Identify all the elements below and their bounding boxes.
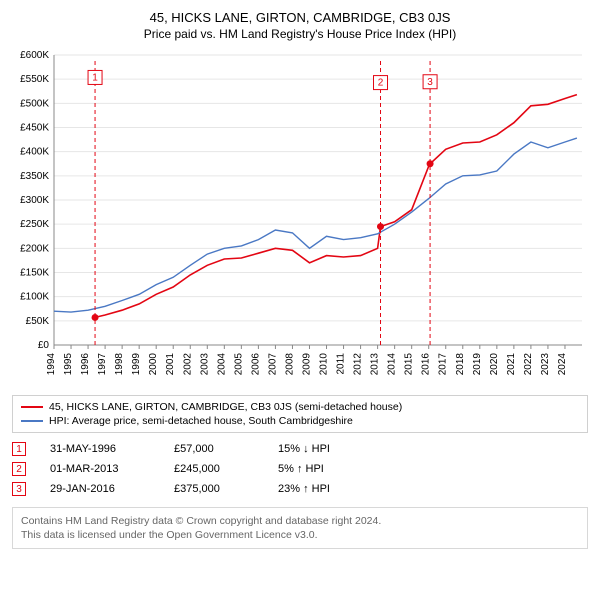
svg-text:1995: 1995 (63, 353, 74, 376)
svg-text:£50K: £50K (26, 316, 50, 327)
event-date: 29-JAN-2016 (50, 483, 150, 495)
marker-dot-2 (377, 223, 384, 230)
legend-label: 45, HICKS LANE, GIRTON, CAMBRIDGE, CB3 0… (49, 401, 402, 413)
svg-text:2024: 2024 (557, 353, 568, 376)
legend-item: 45, HICKS LANE, GIRTON, CAMBRIDGE, CB3 0… (21, 400, 579, 414)
svg-text:£600K: £600K (20, 50, 49, 61)
svg-text:2013: 2013 (370, 353, 381, 376)
marker-dot-1 (92, 314, 99, 321)
svg-text:2002: 2002 (182, 353, 193, 376)
legend-swatch (21, 420, 43, 422)
event-delta: 15% ↓ HPI (278, 443, 378, 455)
svg-text:2021: 2021 (506, 353, 517, 376)
legend-label: HPI: Average price, semi-detached house,… (49, 415, 353, 427)
svg-text:2022: 2022 (523, 353, 534, 376)
event-row: 3 29-JAN-2016 £375,000 23% ↑ HPI (12, 479, 588, 499)
event-table: 1 31-MAY-1996 £57,000 15% ↓ HPI 2 01-MAR-2013… (12, 439, 588, 499)
svg-text:2001: 2001 (165, 353, 176, 376)
attribution-line1: Contains HM Land Registry data © Crown c… (21, 514, 579, 528)
svg-text:2005: 2005 (233, 353, 244, 376)
chart-subtitle: Price paid vs. HM Land Registry's House … (8, 27, 592, 41)
svg-text:£100K: £100K (20, 292, 49, 303)
svg-text:1999: 1999 (131, 353, 142, 376)
svg-text:2019: 2019 (472, 353, 483, 376)
event-marker-2: 2 (12, 462, 26, 476)
svg-text:£500K: £500K (20, 98, 49, 109)
svg-text:2010: 2010 (319, 353, 330, 376)
svg-text:2003: 2003 (199, 353, 210, 376)
legend: 45, HICKS LANE, GIRTON, CAMBRIDGE, CB3 0… (12, 395, 588, 433)
svg-text:£150K: £150K (20, 268, 49, 279)
svg-text:2011: 2011 (336, 353, 347, 375)
legend-swatch (21, 406, 43, 408)
svg-text:£200K: £200K (20, 243, 49, 254)
event-price: £245,000 (174, 463, 254, 475)
svg-text:2009: 2009 (301, 353, 312, 376)
marker-dot-3 (427, 160, 434, 167)
svg-text:2012: 2012 (353, 353, 364, 376)
svg-text:£350K: £350K (20, 171, 49, 182)
svg-text:£250K: £250K (20, 219, 49, 230)
svg-text:£450K: £450K (20, 123, 49, 134)
chart-title: 45, HICKS LANE, GIRTON, CAMBRIDGE, CB3 0… (8, 10, 592, 25)
attribution: Contains HM Land Registry data © Crown c… (12, 507, 588, 549)
svg-text:2014: 2014 (387, 353, 398, 376)
event-delta: 5% ↑ HPI (278, 463, 378, 475)
event-date: 01-MAR-2013 (50, 463, 150, 475)
marker-label-3: 3 (427, 77, 433, 88)
svg-text:2016: 2016 (421, 353, 432, 376)
svg-text:£550K: £550K (20, 74, 49, 85)
svg-text:2007: 2007 (267, 353, 278, 376)
svg-text:2020: 2020 (489, 353, 500, 376)
svg-text:1994: 1994 (46, 353, 57, 376)
event-date: 31-MAY-1996 (50, 443, 150, 455)
event-price: £57,000 (174, 443, 254, 455)
svg-text:£400K: £400K (20, 147, 49, 158)
chart-area: £0 £50K £100K £150K £200K £250K £300K £350K £400… (8, 49, 592, 389)
chart-svg: £0 £50K £100K £150K £200K £250K £300K £350K £400… (8, 49, 592, 389)
svg-text:2004: 2004 (216, 353, 227, 376)
event-row: 2 01-MAR-2013 £245,000 5% ↑ HPI (12, 459, 588, 479)
svg-text:1996: 1996 (80, 353, 91, 376)
svg-text:£300K: £300K (20, 195, 49, 206)
svg-text:1998: 1998 (114, 353, 125, 376)
attribution-line2: This data is licensed under the Open Gov… (21, 528, 579, 542)
event-marker-3: 3 (12, 482, 26, 496)
event-row: 1 31-MAY-1996 £57,000 15% ↓ HPI (12, 439, 588, 459)
event-price: £375,000 (174, 483, 254, 495)
svg-text:2006: 2006 (250, 353, 261, 376)
marker-label-2: 2 (378, 78, 384, 89)
svg-text:1997: 1997 (97, 353, 108, 376)
svg-text:2015: 2015 (404, 353, 415, 376)
svg-text:2017: 2017 (438, 353, 449, 376)
svg-text:£0: £0 (38, 340, 50, 351)
marker-label-1: 1 (92, 72, 98, 83)
svg-text:2008: 2008 (284, 353, 295, 376)
event-marker-1: 1 (12, 442, 26, 456)
legend-item: HPI: Average price, semi-detached house,… (21, 414, 579, 428)
svg-text:2000: 2000 (148, 353, 159, 376)
svg-text:2023: 2023 (540, 353, 551, 376)
event-delta: 23% ↑ HPI (278, 483, 378, 495)
svg-text:2018: 2018 (455, 353, 466, 376)
